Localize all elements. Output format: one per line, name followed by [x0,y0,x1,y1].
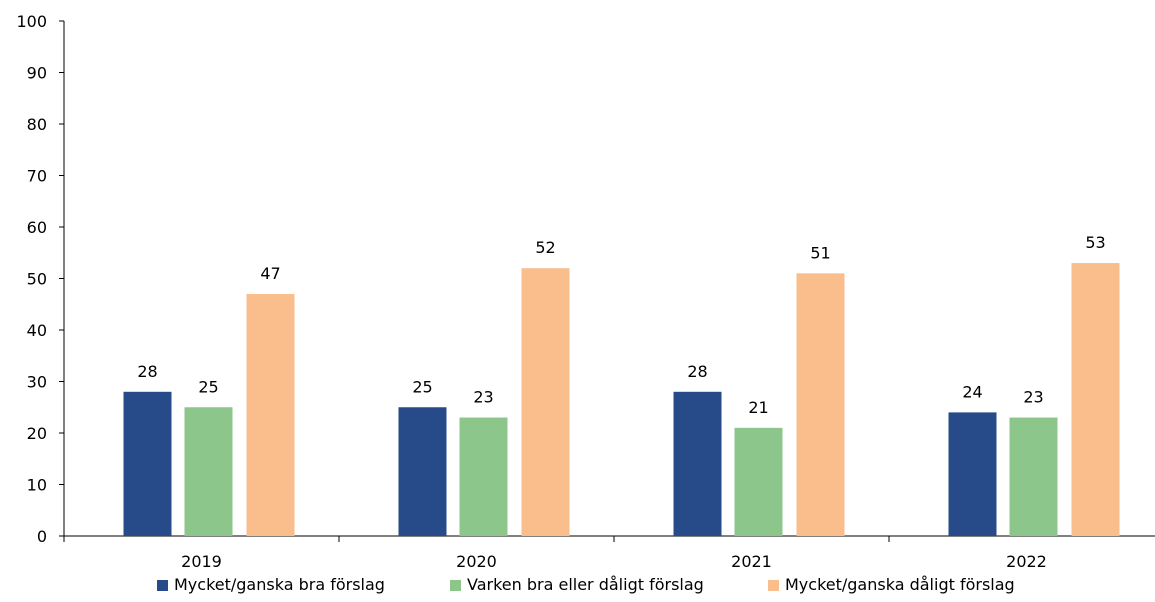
bar [184,407,233,536]
data-label: 25 [412,377,432,396]
bar [673,391,722,536]
legend-swatch [450,580,461,591]
bar [948,412,997,536]
bar [123,391,172,536]
bars [123,263,1120,536]
data-labels: 28 25 28 24 25 23 21 23 47 52 51 53 [137,233,1105,417]
data-label: 25 [198,377,218,396]
x-axis: 2019 2020 2021 2022 [63,535,1155,571]
y-tick-label: 60 [27,218,47,237]
y-tick-label: 50 [27,270,47,289]
bar [246,293,295,536]
y-tick-label: 30 [27,373,47,392]
data-label: 21 [748,398,768,417]
x-tick-label: 2022 [1006,552,1047,571]
data-label: 52 [535,238,555,257]
y-tick-label: 0 [37,527,47,546]
bar [459,417,508,536]
bar [1009,417,1058,536]
y-tick-label: 10 [27,476,47,495]
data-label: 28 [687,362,707,381]
y-tick-label: 40 [27,321,47,340]
legend-swatch [157,580,168,591]
legend-label: Varken bra eller dåligt förslag [467,575,704,594]
data-label: 23 [473,388,493,407]
data-label: 28 [137,362,157,381]
legend-label: Mycket/ganska dåligt förslag [785,575,1015,594]
y-tick-label: 70 [27,167,47,186]
bar [398,407,447,536]
data-label: 53 [1085,233,1105,252]
y-axis: 0 10 20 30 40 50 60 70 80 90 100 [16,12,65,546]
x-tick-label: 2019 [181,552,222,571]
data-label: 24 [962,382,982,401]
bar [521,268,570,536]
x-tick-label: 2020 [456,552,497,571]
legend: Mycket/ganska bra förslag Varken bra elle… [157,575,1015,594]
bar [734,427,783,536]
bar [1071,263,1120,536]
bar [796,273,845,536]
y-tick-label: 100 [16,12,47,31]
y-tick-label: 80 [27,115,47,134]
legend-swatch [768,580,779,591]
x-tick-label: 2021 [731,552,772,571]
data-label: 23 [1023,388,1043,407]
y-tick-label: 20 [27,424,47,443]
legend-label: Mycket/ganska bra förslag [174,575,385,594]
data-label: 47 [260,264,280,283]
y-tick-label: 90 [27,64,47,83]
data-label: 51 [810,243,830,262]
